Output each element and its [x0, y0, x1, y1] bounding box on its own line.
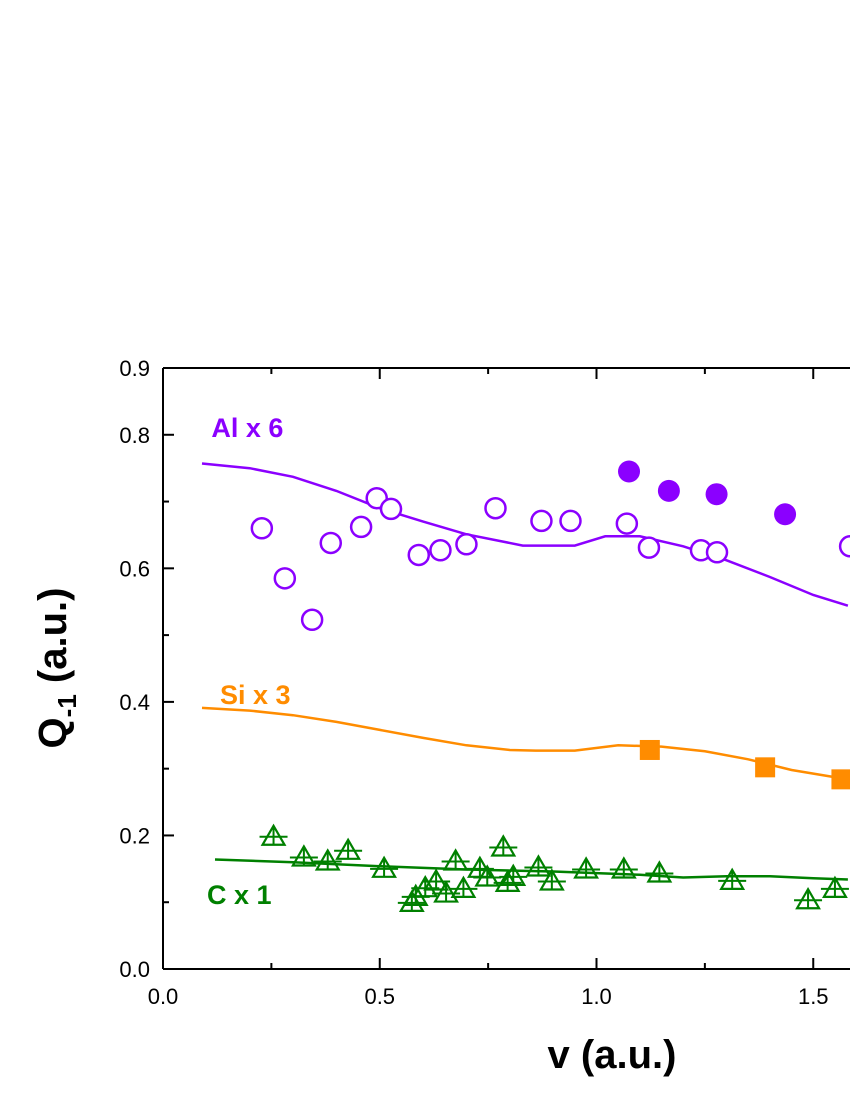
al-open-circle-point — [319, 531, 343, 555]
c-theory-line — [214, 858, 848, 881]
al-filled-circle-point — [705, 483, 728, 506]
x-tick-label: 0.5 — [364, 984, 395, 1009]
si-filled-square-point — [639, 739, 660, 760]
al-open-circle-point — [250, 517, 274, 540]
al-open-circle-point — [429, 539, 452, 562]
y-tick-label: 0.6 — [119, 556, 150, 581]
al-open-circle-point — [407, 543, 431, 567]
si-filled-square-point — [831, 769, 850, 790]
y-axis-title-main: Q — [31, 717, 75, 748]
al-series-label: Al x 6 — [211, 413, 283, 443]
plot-area: Al x 6 Si x 3 C x 1 — [201, 413, 850, 912]
y-axis-title-units: (a.u.) — [31, 588, 75, 695]
al-open-circle-point — [637, 536, 661, 559]
y-tick-label: 0.9 — [119, 356, 150, 381]
al-open-circle-point — [530, 509, 553, 533]
al-open-circle-point — [300, 608, 324, 632]
y-tick-label: 0.2 — [119, 823, 150, 848]
y-tick-label: 0.8 — [119, 423, 150, 448]
c-series-label: C x 1 — [207, 880, 272, 910]
al-filled-circle-point — [618, 460, 641, 483]
al-open-circle-point — [838, 535, 850, 558]
si-series-label: Si x 3 — [220, 680, 291, 710]
y-axis-title-sub: -1 — [52, 694, 82, 717]
x-axis-title: v (a.u.) — [548, 1033, 677, 1077]
x-tick-label: 1.5 — [798, 984, 829, 1009]
y-tick-label: 0.0 — [119, 957, 150, 982]
al-open-circle-point — [615, 512, 639, 535]
si-filled-square-point — [755, 757, 776, 778]
al-filled-circle-point — [657, 479, 680, 502]
si-theory-line — [201, 706, 849, 781]
al-open-circle-point — [559, 509, 582, 533]
al-filled-circle-point — [774, 503, 797, 526]
y-axis-title: Q-1 (a.u.) — [31, 588, 82, 749]
al-open-circle-point — [455, 533, 478, 556]
x-tick-label: 1.0 — [581, 984, 612, 1009]
plot-contents — [201, 460, 850, 912]
al-open-circle-point — [273, 567, 297, 590]
al-open-circle-point — [484, 496, 507, 520]
x-tick-label: 0.0 — [148, 984, 179, 1009]
al-theory-line — [201, 462, 849, 607]
axes: 0.0 0.5 1.0 1.5 0.0 0.2 0.4 0.6 0.8 0.9 — [119, 356, 850, 1009]
y-tick-label: 0.4 — [119, 690, 150, 715]
al-open-circle-point — [349, 515, 373, 539]
al-open-circle-point — [705, 541, 729, 564]
al-open-circle-point — [379, 497, 403, 521]
